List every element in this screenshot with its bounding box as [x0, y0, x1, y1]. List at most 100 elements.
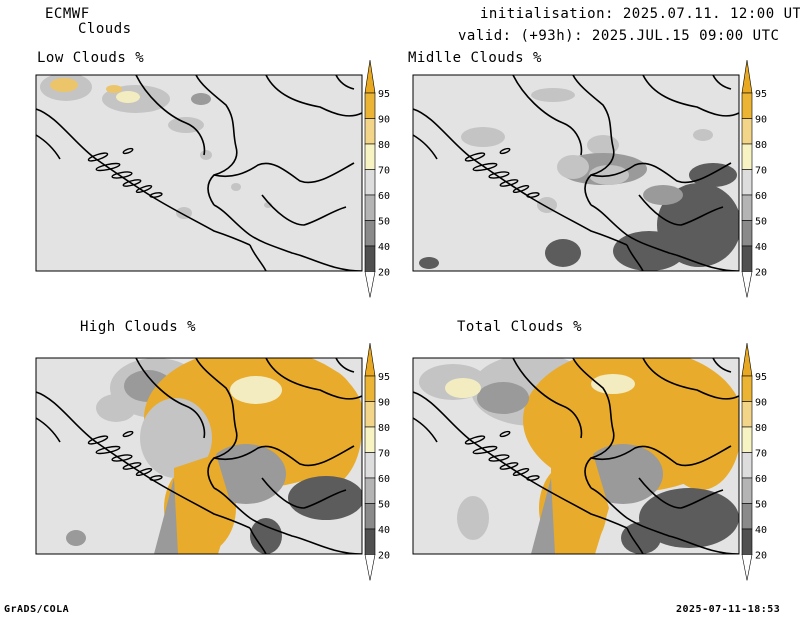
cloud-area [461, 127, 505, 147]
island-outline [526, 475, 540, 481]
map-background [36, 75, 362, 271]
colorbar-label: 70 [755, 449, 767, 460]
cloud-area [613, 231, 685, 271]
map-frame [412, 74, 740, 272]
cloud-area [66, 530, 86, 546]
cloud-area [230, 376, 282, 404]
cloud-area [154, 478, 178, 554]
island-outline [472, 445, 498, 455]
map-frame [35, 357, 363, 555]
cloud-area [176, 207, 192, 219]
colorbar-segment [364, 452, 376, 479]
colorbar-segment [741, 503, 753, 530]
colorbar-segment [364, 245, 376, 272]
border-line [413, 108, 628, 246]
colorbar-label: 80 [378, 423, 390, 434]
island-outline [472, 162, 498, 172]
colorbar-label: 95 [378, 89, 390, 100]
colorbar-label: 40 [378, 525, 390, 536]
colorbar-segment [741, 118, 753, 145]
colorbar-segment [364, 169, 376, 196]
colorbar-label: 50 [755, 500, 767, 511]
island-outline [87, 435, 109, 445]
colorbar-segment [364, 118, 376, 145]
cloud-area [643, 185, 683, 205]
colorbar-segment [741, 401, 753, 428]
border-line [135, 75, 206, 156]
cloud-area [477, 382, 529, 414]
cloud-area [419, 257, 439, 269]
map-panel-low [35, 74, 363, 272]
island-outline [499, 179, 519, 187]
border-line [261, 194, 347, 226]
colorbar-label: 95 [378, 372, 390, 383]
product-label: Clouds [78, 21, 132, 37]
colorbar: 95 90 80 70 60 50 40 20 [364, 59, 390, 298]
model-label: ECMWF [45, 6, 90, 22]
colorbar-segment [741, 220, 753, 247]
colorbar-segment [364, 92, 376, 119]
colorbar-segment [364, 503, 376, 530]
map-panel-mid [412, 74, 740, 272]
panel-title-low: Low Clouds % [37, 50, 145, 66]
colorbar-label: 40 [378, 242, 390, 253]
map-frame [412, 357, 740, 555]
colorbar-segment [364, 477, 376, 504]
cloud-area [191, 93, 211, 105]
border-line [413, 134, 438, 160]
border-line [590, 162, 732, 184]
island-outline [149, 192, 163, 198]
colorbar-label: 20 [378, 268, 390, 279]
footer-timestamp: 2025-07-11-18:53 [676, 604, 781, 615]
colorbar-label: 90 [755, 115, 767, 126]
colorbar-label: 90 [755, 398, 767, 409]
cloud-area [531, 88, 575, 102]
map-panel-high [35, 357, 363, 555]
island-outline [111, 171, 133, 179]
colorbar-cap-bottom [364, 271, 376, 298]
island-outline [135, 467, 153, 477]
cloud-area [96, 394, 136, 422]
cloud-area [457, 496, 489, 540]
colorbar-segment [364, 194, 376, 221]
border-line [642, 75, 739, 117]
colorbar-label: 70 [378, 166, 390, 177]
island-outline [512, 467, 530, 477]
island-outline [135, 184, 153, 194]
border-line [213, 487, 362, 554]
colorbar-segment [364, 401, 376, 428]
island-outline [499, 462, 519, 470]
border-line [335, 358, 355, 373]
colorbar-cap-top [364, 342, 376, 377]
colorbar-segment [741, 426, 753, 453]
colorbar-segment [364, 143, 376, 170]
border-line [213, 162, 355, 184]
colorbar-label: 70 [755, 166, 767, 177]
border-line [249, 527, 267, 554]
colorbar-label: 20 [378, 551, 390, 562]
colorbar-segment [741, 143, 753, 170]
cloud-area [231, 183, 241, 191]
colorbar-label: 40 [755, 242, 767, 253]
border-line [572, 358, 615, 489]
border-line [712, 75, 732, 90]
colorbar-label: 50 [378, 217, 390, 228]
border-line [638, 477, 724, 509]
island-outline [512, 184, 530, 194]
colorbar-cap-bottom [741, 554, 753, 581]
cloud-area [661, 370, 739, 490]
cloud-area [591, 374, 635, 394]
island-outline [122, 179, 142, 187]
cloud-area [445, 378, 481, 398]
border-line [512, 75, 583, 156]
border-line [261, 477, 347, 509]
colorbar: 95 90 80 70 60 50 40 20 [364, 342, 390, 581]
colorbar-label: 70 [378, 449, 390, 460]
island-outline [87, 152, 109, 162]
border-line [135, 358, 206, 439]
island-outline [488, 171, 510, 179]
colorbar-cap-top [741, 342, 753, 377]
colorbar-label: 20 [755, 268, 767, 279]
colorbar-segment [741, 375, 753, 402]
colorbar-segment [741, 477, 753, 504]
